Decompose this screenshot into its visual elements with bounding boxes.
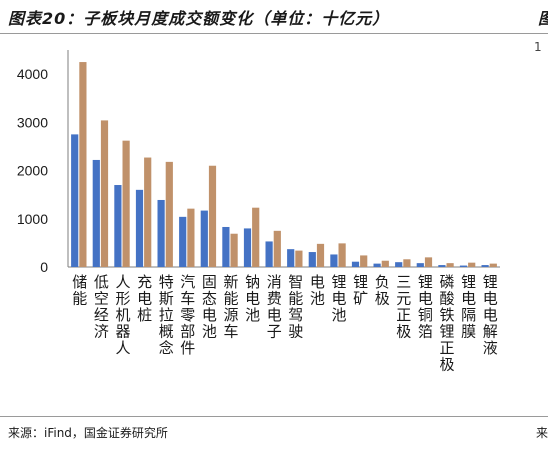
x-tick-label-锂电铜箔: 锂电铜箔 (418, 273, 433, 341)
x-tick-label-特斯拉概念: 特斯拉概念 (159, 273, 174, 357)
source-note: 来源：iFind，国金证券研究所 (8, 426, 168, 440)
adjacent-figure-number-fragment: 1 (534, 40, 542, 54)
x-tick-label-磷酸铁锂正极: 磷酸铁锂正极 (439, 273, 454, 374)
adjacent-figure-title-fragment: 图 (538, 5, 548, 29)
bar-2-锂矿 (360, 255, 368, 267)
x-tick-label-消费电子: 消费电子 (267, 273, 282, 341)
y-tick-label: 1000 (17, 211, 48, 227)
bar-1-钠电池 (243, 228, 252, 267)
x-tick-label-三元正极: 三元正极 (396, 273, 411, 341)
x-tick-label-智能驾驶: 智能驾驶 (288, 273, 303, 341)
y-tick-label: 0 (40, 259, 48, 275)
bar-1-储能 (71, 134, 79, 267)
bar-1-特斯拉概念 (157, 199, 165, 267)
bar-1-人形机器人 (114, 185, 122, 267)
bar-2-钠电池 (252, 207, 260, 267)
figure-title: 图表20：子板块月度成交额变化（单位：十亿元） (8, 9, 390, 28)
bar-2-锂电铜箔 (424, 257, 433, 267)
x-tick-label-电池: 电池 (310, 273, 325, 308)
bar-2-新能源车 (230, 233, 238, 267)
bar-1-汽车零部件 (179, 216, 187, 267)
bar-1-电池 (308, 252, 316, 267)
x-tick-label-锂矿: 锂矿 (353, 273, 368, 308)
bar-1-磷酸铁锂正极 (438, 265, 446, 267)
adjacent-source-fragment: 来 (536, 426, 548, 440)
bar-1-负极 (373, 263, 381, 267)
bar-2-储能 (79, 62, 87, 267)
x-tick-label-锂电电解液: 锂电电解液 (483, 273, 498, 357)
source-divider (0, 416, 548, 417)
bar-2-锂电池 (338, 243, 346, 267)
bar-1-三元正极 (395, 262, 403, 267)
y-tick-label: 3000 (17, 114, 48, 130)
bar-1-新能源车 (222, 226, 230, 267)
bar-2-锂电隔膜 (468, 262, 476, 267)
bar-1-智能驾驶 (287, 249, 295, 267)
bars-group (71, 62, 497, 267)
x-tick-label-低空经济: 低空经济 (94, 273, 109, 341)
bar-1-锂矿 (351, 261, 360, 267)
x-tick-label-储能: 储能 (72, 273, 87, 308)
x-tick-label-锂电隔膜: 锂电隔膜 (461, 273, 476, 341)
x-tick-label-人形机器人: 人形机器人 (115, 273, 130, 357)
bar-1-锂电铜箔 (416, 263, 424, 267)
bar-2-智能驾驶 (295, 250, 303, 267)
bar-1-充电桩 (135, 189, 144, 267)
bar-2-固态电池 (208, 165, 217, 267)
bar-2-消费电子 (273, 230, 281, 267)
bar-2-锂电电解液 (489, 263, 497, 267)
bar-2-负极 (381, 260, 389, 267)
bar-chart: 0 1000 2000 3000 4000 储能低空经济人形机器人充电桩特斯拉概念汽车零… (17, 50, 500, 374)
bar-2-低空经济 (100, 120, 109, 267)
x-tick-label-充电桩: 充电桩 (137, 273, 152, 324)
x-tick-label-新能源车: 新能源车 (223, 273, 238, 341)
x-tick-label-汽车零部件: 汽车零部件 (180, 273, 195, 357)
bar-1-消费电子 (265, 241, 273, 267)
title-divider (0, 33, 548, 34)
y-tick-label: 2000 (17, 163, 48, 179)
bar-2-汽车零部件 (187, 208, 195, 267)
bar-1-低空经济 (92, 159, 100, 267)
x-tick-label-钠电池: 钠电池 (245, 273, 260, 324)
y-tick-label: 4000 (17, 66, 48, 82)
bar-1-锂电池 (330, 254, 338, 267)
bar-1-锂电隔膜 (459, 265, 468, 267)
x-axis-labels: 储能低空经济人形机器人充电桩特斯拉概念汽车零部件固态电池新能源车钠电池消费电子智… (72, 273, 497, 374)
bar-1-固态电池 (200, 210, 208, 267)
bar-1-锂电电解液 (481, 265, 489, 267)
x-tick-label-锂电池: 锂电池 (331, 273, 346, 324)
bar-2-磷酸铁锂正极 (446, 263, 454, 267)
bar-2-三元正极 (403, 259, 411, 267)
bar-2-充电桩 (144, 157, 152, 267)
bar-2-特斯拉概念 (165, 161, 173, 267)
bar-2-人形机器人 (122, 140, 130, 267)
x-tick-label-固态电池: 固态电池 (202, 273, 217, 341)
bar-2-电池 (316, 243, 325, 267)
x-tick-label-负极: 负极 (375, 273, 390, 308)
